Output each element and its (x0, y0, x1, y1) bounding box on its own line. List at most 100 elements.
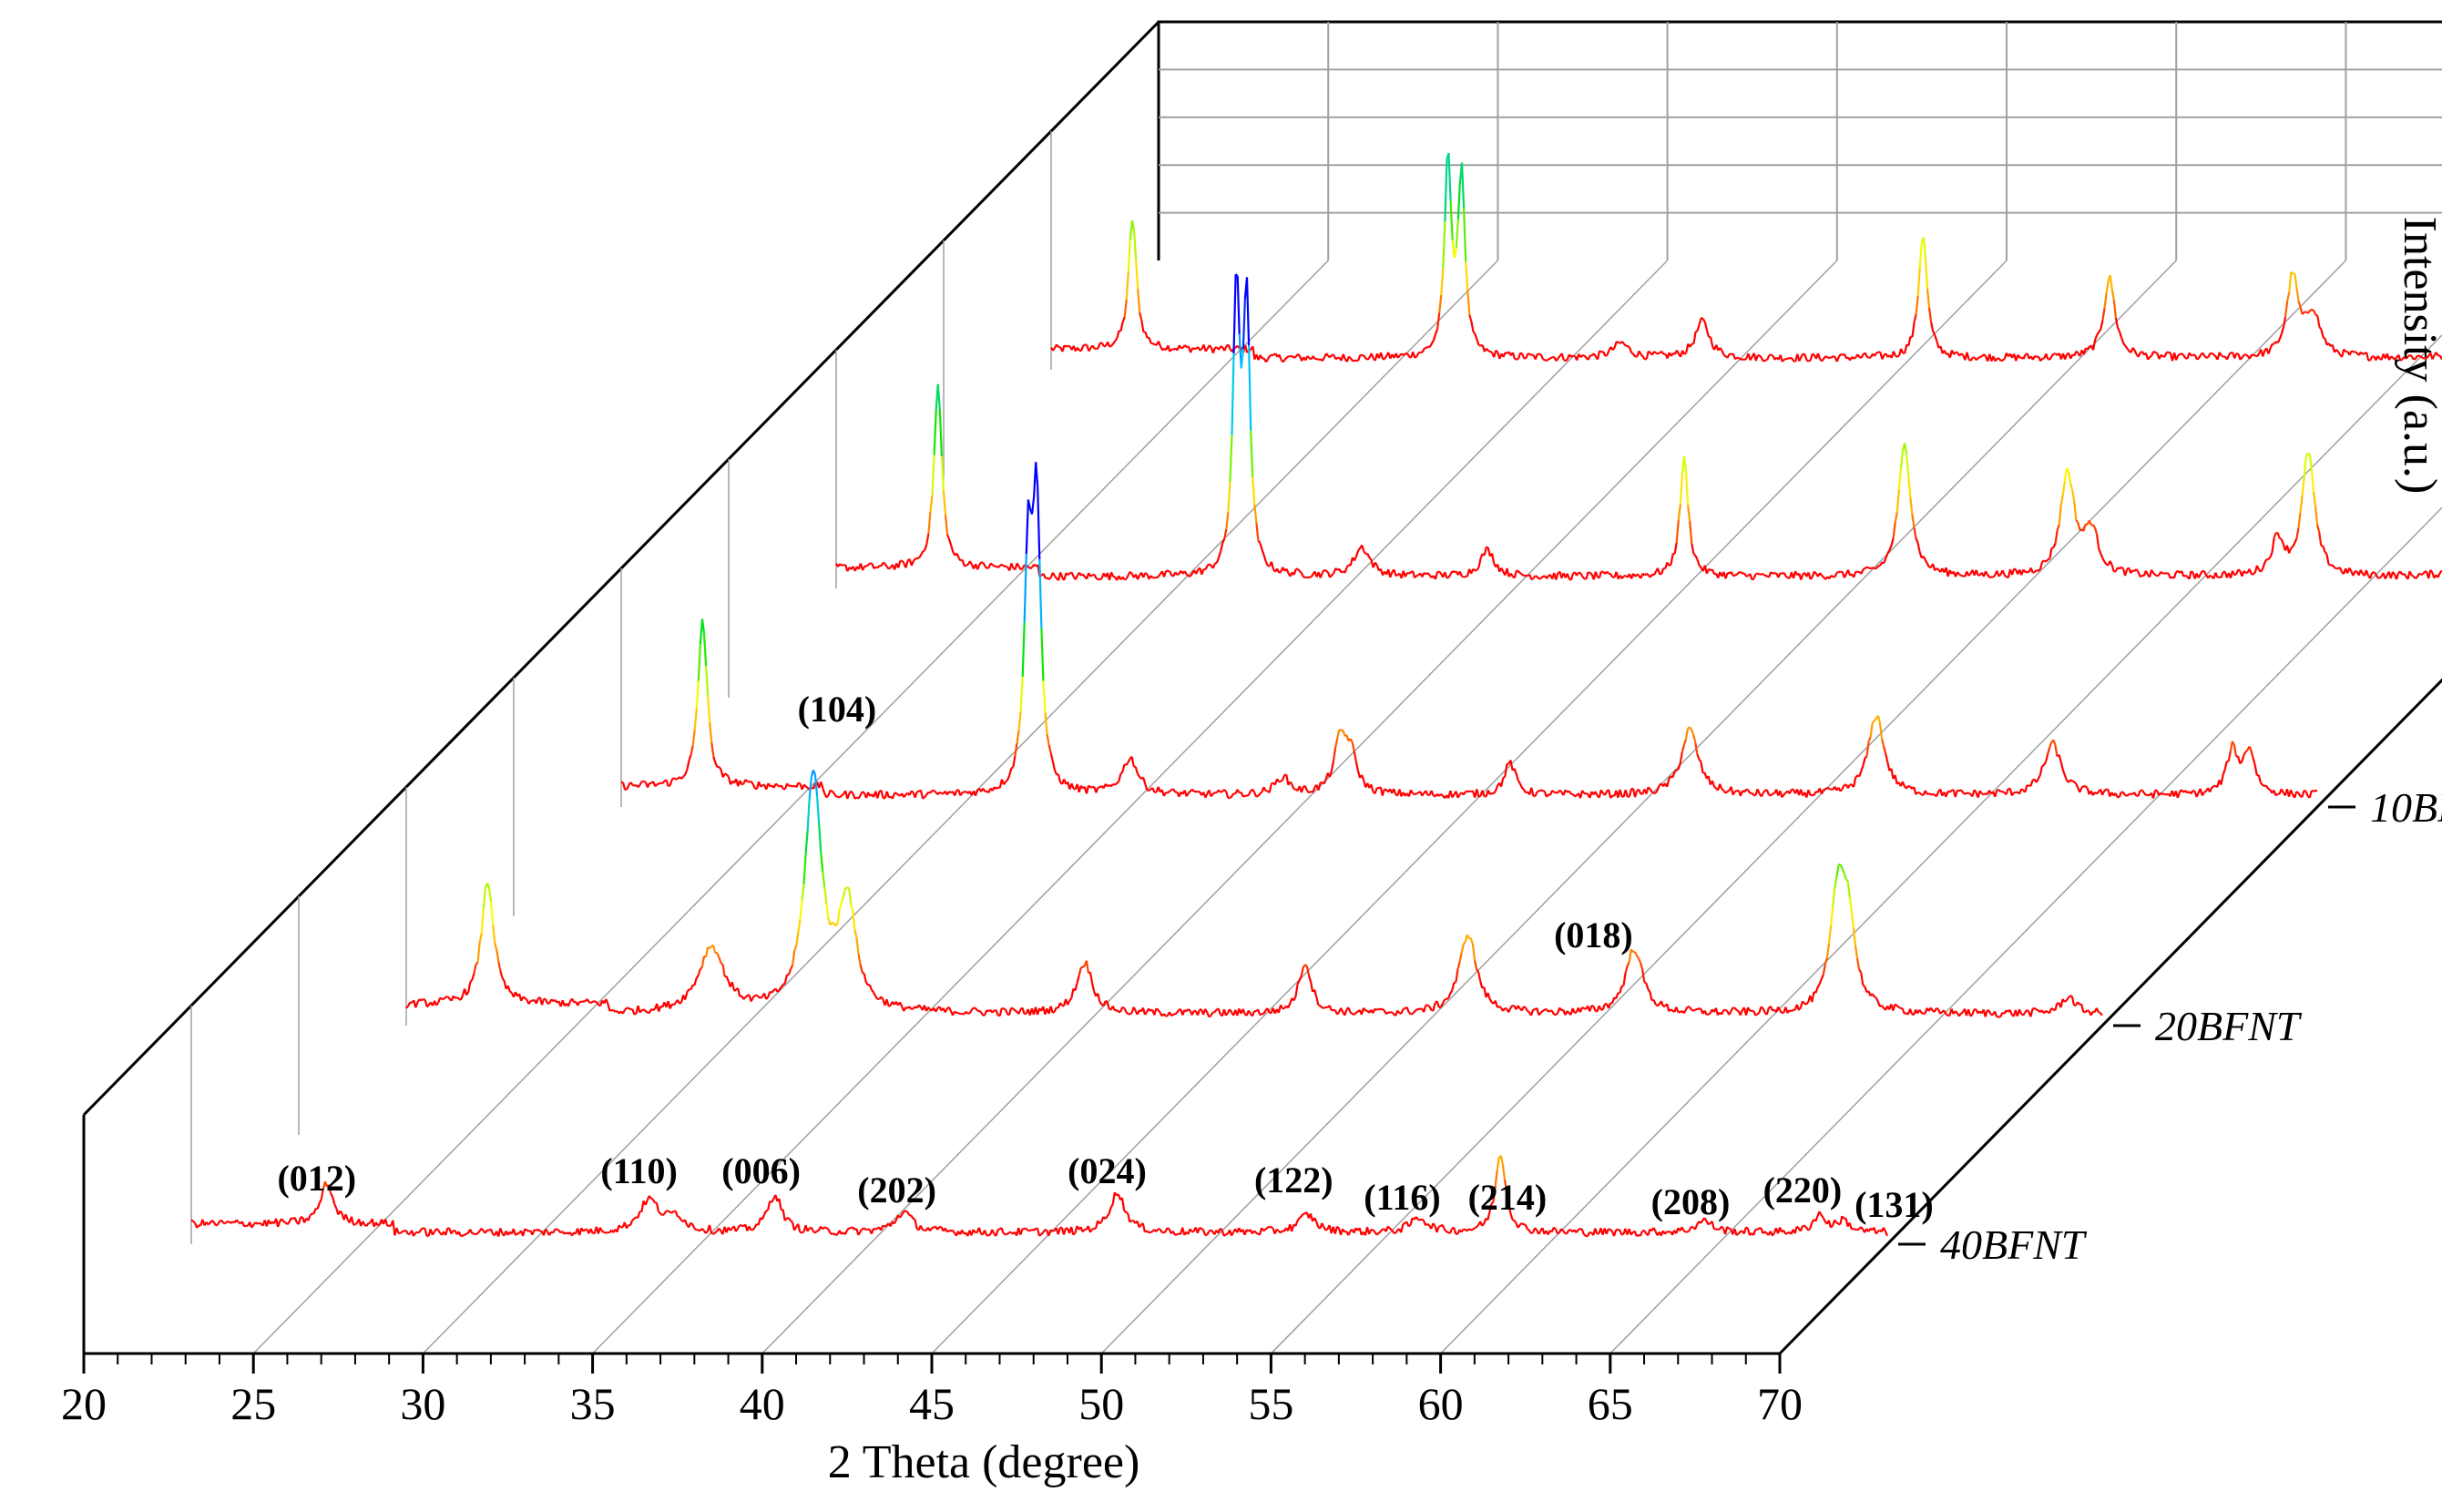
trace-segment (1297, 352, 1301, 357)
trace-segment (2005, 788, 2009, 795)
trace-segment (1347, 1006, 1352, 1013)
trace-segment (2384, 575, 2388, 580)
trace-segment (1606, 570, 1610, 575)
trace-segment (771, 989, 775, 994)
trace-segment (545, 1228, 548, 1232)
trace-segment (1898, 1006, 1902, 1009)
trace-segment (2002, 357, 2006, 362)
trace-segment (1807, 572, 1812, 580)
trace-segment (2059, 998, 2064, 1008)
trace-segment (1599, 789, 1604, 794)
trace-segment (475, 961, 479, 965)
trace-segment (2103, 560, 2108, 566)
trace-segment (2100, 320, 2104, 330)
trace-segment (999, 563, 1003, 567)
trace-segment (944, 514, 949, 536)
trace-segment (839, 563, 843, 567)
trace-segment (1904, 443, 1908, 455)
trace-segment (1130, 756, 1135, 767)
trace-segment (1136, 772, 1140, 778)
trace-segment (1517, 1224, 1521, 1229)
trace-segment (1713, 785, 1717, 790)
trace-segment (2054, 744, 2059, 757)
trace-segment (2248, 746, 2253, 751)
trace-segment (626, 784, 630, 790)
trace-segment (1331, 572, 1334, 577)
trace-segment (1660, 351, 1665, 355)
trace-segment (2185, 357, 2188, 360)
trace-segment (1453, 248, 1457, 259)
trace-segment (760, 996, 763, 999)
trace-segment (1962, 575, 1966, 578)
trace-segment (1764, 574, 1768, 577)
trace-segment (1125, 1211, 1129, 1214)
trace-segment (1784, 575, 1789, 579)
trace-segment (2289, 789, 2294, 795)
trace-segment (1881, 1005, 1885, 1009)
trace-segment (2029, 1008, 2034, 1017)
trace-segment (1046, 734, 1050, 745)
trace-segment (455, 996, 458, 999)
trace-segment (2051, 547, 2054, 549)
trace-segment (2351, 350, 2355, 353)
trace-segment (2292, 272, 2295, 276)
trace-segment (856, 796, 860, 800)
trace-segment (2237, 568, 2241, 572)
trace-segment (2276, 338, 2281, 343)
trace-segment (2429, 569, 2434, 573)
trace-segment (1909, 496, 1914, 515)
trace-segment (674, 1211, 679, 1217)
trace-segment (1930, 792, 1934, 796)
trace-segment (1210, 793, 1214, 798)
trace-segment (868, 984, 874, 991)
trace-segment (888, 795, 892, 799)
trace-segment (790, 784, 793, 788)
trace-segment (700, 618, 706, 634)
trace-segment (1682, 739, 1687, 746)
trace-segment (1245, 277, 1251, 346)
trace-segment (1068, 997, 1073, 1002)
trace-segment (1802, 352, 1806, 356)
trace-segment (834, 922, 839, 927)
trace-segment (1848, 896, 1853, 911)
trace-segment (2054, 1003, 2059, 1011)
trace-segment (2119, 332, 2123, 339)
trace-segment (2049, 547, 2053, 559)
trace-segment (1357, 547, 1362, 552)
trace-segment (1425, 790, 1429, 796)
trace-segment (1499, 1155, 1504, 1165)
trace-segment (1129, 570, 1133, 575)
trace-segment (282, 1221, 286, 1224)
trace-segment (1280, 1004, 1283, 1009)
trace-segment (1609, 573, 1614, 578)
trace-segment (1730, 1006, 1734, 1012)
trace-segment (873, 566, 877, 570)
trace-segment (1856, 1228, 1860, 1231)
trace-segment (777, 784, 781, 788)
trace-segment (2314, 789, 2318, 792)
trace-segment (758, 996, 761, 999)
trace-segment (1432, 333, 1437, 341)
trace-segment (2036, 568, 2039, 572)
trace-segment (2409, 353, 2413, 358)
trace-segment (675, 777, 679, 781)
trace-segment (439, 996, 443, 1000)
trace-segment (1236, 275, 1241, 334)
trace-segment (2029, 567, 2034, 574)
trace-segment (1414, 575, 1417, 579)
trace-segment (1415, 1007, 1419, 1011)
trace-segment (1396, 1009, 1401, 1014)
trace-segment (2181, 352, 2185, 357)
trace-segment (1998, 789, 2002, 792)
trace-segment (2307, 452, 2311, 455)
trace-segment (922, 549, 925, 553)
trace-segment (559, 1231, 564, 1234)
trace-segment (1830, 574, 1834, 578)
trace-segment (2075, 782, 2079, 789)
trace-segment (995, 1230, 999, 1237)
chart-gridlines (190, 22, 2442, 1354)
trace-segment (996, 1228, 1001, 1231)
trace-segment (831, 791, 835, 794)
trace-segment (1632, 353, 1637, 358)
trace-segment (977, 1227, 982, 1234)
